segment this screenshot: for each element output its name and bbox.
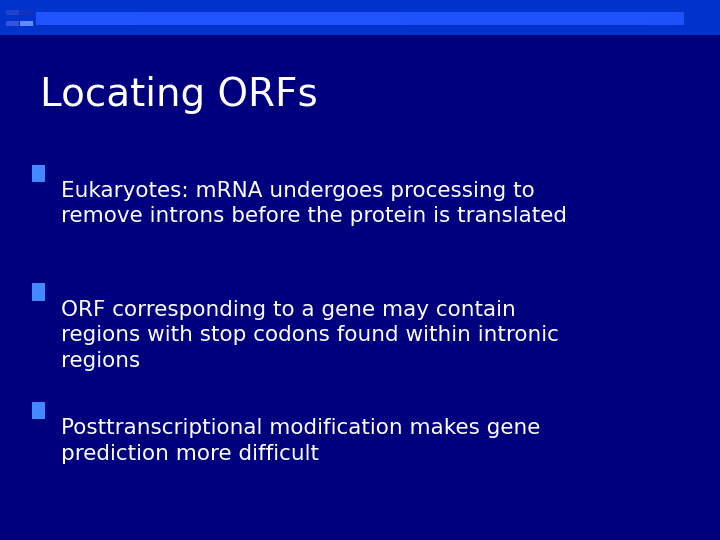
Bar (32, 284, 45, 301)
Text: Posttranscriptional modification makes gene
prediction more difficult: Posttranscriptional modification makes g… (61, 418, 541, 464)
Bar (322, 12, 342, 24)
Bar (199, 12, 220, 24)
Bar (138, 12, 158, 24)
Bar (505, 12, 526, 24)
Bar (362, 12, 383, 24)
Bar (36, 12, 684, 24)
Bar (36, 12, 56, 24)
Bar (423, 12, 444, 24)
Bar (179, 12, 199, 24)
Bar (281, 12, 301, 24)
Bar (220, 12, 240, 24)
Bar (301, 12, 322, 24)
Bar (464, 12, 485, 24)
Bar (444, 12, 464, 24)
Bar (546, 12, 567, 24)
Bar (32, 165, 45, 182)
Bar (117, 12, 138, 24)
Text: Eukaryotes: mRNA undergoes processing to
remove introns before the protein is tr: Eukaryotes: mRNA undergoes processing to… (61, 181, 567, 226)
Bar (567, 12, 587, 24)
Text: ORF corresponding to a gene may contain
regions with stop codons found within in: ORF corresponding to a gene may contain … (61, 300, 559, 371)
Bar (6, 21, 19, 26)
Bar (32, 402, 45, 420)
Bar (158, 12, 179, 24)
Bar (20, 10, 33, 15)
Bar (97, 12, 117, 24)
Bar (20, 21, 33, 26)
Bar (77, 12, 97, 24)
Bar (6, 10, 19, 15)
Bar (607, 12, 628, 24)
Bar (261, 12, 281, 24)
Bar (485, 12, 505, 24)
Bar (342, 12, 362, 24)
Bar (587, 12, 607, 24)
Bar (0, 0, 720, 35)
Bar (383, 12, 403, 24)
Bar (526, 12, 546, 24)
Bar (240, 12, 261, 24)
Bar (56, 12, 77, 24)
Text: Locating ORFs: Locating ORFs (40, 76, 318, 113)
Bar (628, 12, 648, 24)
Bar (403, 12, 423, 24)
